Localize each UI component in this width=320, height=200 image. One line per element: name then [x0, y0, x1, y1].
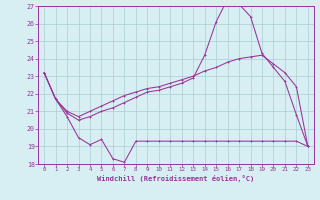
X-axis label: Windchill (Refroidissement éolien,°C): Windchill (Refroidissement éolien,°C) — [97, 175, 255, 182]
